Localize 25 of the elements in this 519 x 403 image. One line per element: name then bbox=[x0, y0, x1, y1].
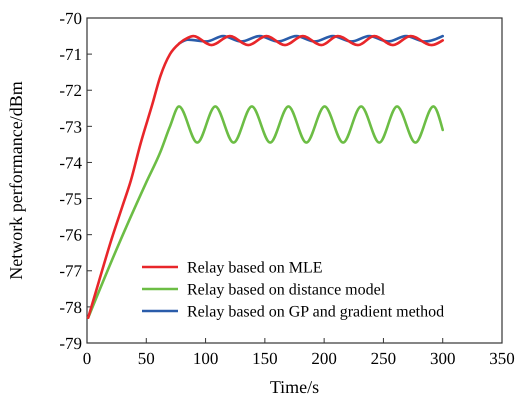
x-tick-label: 100 bbox=[192, 349, 218, 368]
y-tick-label: -79 bbox=[59, 334, 82, 353]
legend-label: Relay based on GP and gradient method bbox=[187, 304, 444, 321]
x-tick-label: 200 bbox=[311, 349, 337, 368]
x-tick-label: 50 bbox=[138, 349, 155, 368]
y-tick-label: -76 bbox=[59, 226, 82, 245]
y-tick-label: -72 bbox=[59, 81, 82, 100]
x-tick-label: 150 bbox=[252, 349, 278, 368]
y-tick-label: -70 bbox=[59, 8, 82, 28]
x-tick-label: 0 bbox=[82, 349, 92, 368]
line-series bbox=[86, 105, 444, 320]
y-tick-label: -77 bbox=[59, 262, 82, 281]
line-series bbox=[86, 34, 444, 320]
x-tick-label: 250 bbox=[370, 349, 396, 368]
y-axis-title: Network performance/dBm bbox=[6, 81, 26, 280]
y-tick-label: -73 bbox=[59, 117, 82, 136]
y-tick-label: -78 bbox=[59, 298, 82, 317]
x-tick-label: 300 bbox=[430, 349, 456, 368]
legend-label: Relay based on MLE bbox=[187, 260, 323, 277]
y-tick-label: -71 bbox=[59, 45, 82, 64]
x-axis-title: Time/s bbox=[270, 377, 320, 397]
y-tick-label: -74 bbox=[59, 153, 82, 172]
y-tick-label: -75 bbox=[59, 190, 82, 209]
legend-label: Relay based on distance model bbox=[187, 282, 386, 299]
x-tick-label: 350 bbox=[489, 349, 515, 368]
